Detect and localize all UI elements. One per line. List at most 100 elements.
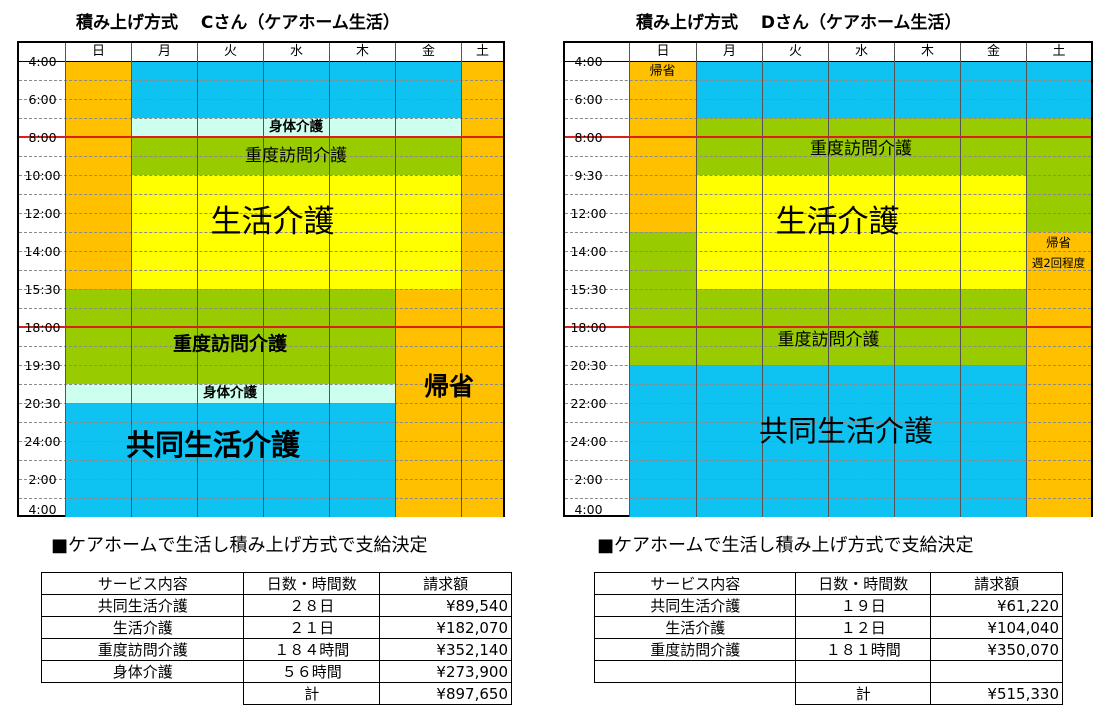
cell-quantity [795, 660, 932, 683]
header-quantity: 日数・時間数 [243, 572, 381, 595]
grid-vline [894, 43, 895, 517]
time-label: 8:00 [28, 130, 57, 145]
grid-hline [19, 194, 503, 195]
time-label: 24:00 [570, 434, 607, 449]
left-schedule-title: 積み上げ方式 Cさん（ケアホーム生活） [76, 13, 400, 33]
time-label: 20:30 [24, 396, 61, 411]
blank-cell [595, 683, 796, 705]
label-kisei-sun: 帰省 [649, 64, 676, 79]
label-seikatsu: 生活介護 [210, 204, 335, 240]
grid-vline [828, 43, 829, 517]
time-label: 6:00 [28, 92, 57, 107]
grid-hline [19, 80, 503, 81]
label-judo-evening: 重度訪問介護 [172, 333, 287, 355]
day-header-sun: 日 [65, 43, 131, 61]
label-kyodo: 共同生活介護 [758, 414, 933, 448]
left-schedule-grid: 日 月 火 水 木 金 土 4:00 6:00 8:00 10:00 12:00… [17, 41, 505, 517]
grid-hline [19, 213, 503, 214]
time-label: 22:00 [570, 396, 607, 411]
header-quantity: 日数・時間数 [795, 572, 932, 595]
day-header-wed: 水 [828, 43, 894, 61]
cell-service: 生活介護 [593, 616, 797, 639]
grid-vline [395, 43, 396, 517]
cell-quantity: ２８日 [243, 594, 381, 617]
header-divider [19, 61, 503, 62]
time-label: 9:30 [574, 168, 603, 183]
label-kisei-sat: 帰省 [1045, 235, 1071, 250]
table-row: 重度訪問介護 １８４時間 ¥352,140 [40, 638, 512, 661]
grid-hline [19, 460, 503, 461]
label-kyodo: 共同生活介護 [125, 428, 300, 462]
grid-hline [19, 156, 503, 157]
grid-hline [19, 175, 503, 176]
header-service: サービス内容 [593, 572, 797, 595]
time-label: 14:00 [570, 244, 607, 259]
cell-amount: ¥182,070 [379, 616, 512, 639]
cell-amount: ¥352,140 [379, 638, 512, 661]
left-billing-table: サービス内容 日数・時間数 請求額 共同生活介護 ２８日 ¥89,540 生活介… [40, 572, 512, 705]
band-judo-evening [65, 289, 395, 384]
cell-amount: ¥89,540 [379, 594, 512, 617]
day-header-mon: 月 [131, 43, 197, 61]
time-label: 4:00 [28, 54, 57, 69]
band-sun-green [629, 232, 696, 365]
day-header-tue: 火 [762, 43, 828, 61]
header-amount: 請求額 [930, 572, 1063, 595]
grid-hline [19, 232, 503, 233]
table-header-row: サービス内容 日数・時間数 請求額 [40, 572, 512, 595]
cell-amount: ¥350,070 [930, 638, 1063, 661]
grid-hline [19, 365, 503, 366]
grid-hline [19, 118, 503, 119]
table-total-row: 計 ¥897,650 [42, 682, 512, 705]
grid-hline [19, 498, 503, 499]
band-morning-blue [696, 61, 1091, 118]
time-label: 15:30 [24, 282, 61, 297]
cell-quantity: １９日 [795, 594, 932, 617]
time-label: 2:00 [574, 472, 603, 487]
cell-service [593, 660, 797, 683]
cell-quantity: ２１日 [243, 616, 381, 639]
time-label: 14:00 [24, 244, 61, 259]
grid-vline [197, 43, 198, 517]
right-schedule-grid: 日 月 火 水 木 金 土 4:00 6:00 8:00 9:30 12:00 … [563, 41, 1093, 517]
grid-hline [19, 270, 503, 271]
table-row: 共同生活介護 １９日 ¥61,220 [593, 594, 1063, 617]
total-label: 計 [795, 682, 932, 705]
day-header-sat: 土 [461, 43, 503, 61]
total-label: 計 [243, 682, 381, 705]
cell-quantity: １８１時間 [795, 638, 932, 661]
time-label: 4:00 [574, 54, 603, 69]
cell-service: 共同生活介護 [593, 594, 797, 617]
label-shintai-evening: 身体介護 [203, 385, 257, 401]
grid-hline [19, 384, 503, 385]
time-marker-line [19, 136, 503, 138]
table-total-row: 計 ¥515,330 [595, 682, 1063, 705]
label-kisei-sat-note: 週2回程度 [1031, 256, 1086, 270]
band-weekday-morning-blue [131, 61, 461, 118]
grid-vline [263, 43, 264, 517]
total-value: ¥515,330 [930, 682, 1063, 705]
grid-vline [329, 43, 330, 517]
grid-hline [19, 479, 503, 480]
time-label: 6:00 [574, 92, 603, 107]
grid-vline [131, 43, 132, 517]
table-row [593, 660, 1063, 683]
cell-service: 共同生活介護 [40, 594, 245, 617]
cell-service: 身体介護 [40, 660, 245, 683]
band-sun-orange [629, 61, 696, 232]
cell-quantity: ５６時間 [243, 660, 381, 683]
right-schedule-title: 積み上げ方式 Dさん（ケアホーム生活） [636, 13, 962, 33]
time-label: 2:00 [28, 472, 57, 487]
day-header-mon: 月 [696, 43, 762, 61]
time-label: 20:30 [570, 358, 607, 373]
band-sat-orange [1026, 232, 1091, 517]
time-marker-line [565, 136, 1091, 138]
day-header-sat: 土 [1026, 43, 1091, 61]
left-section-heading: ■ケアホームで生活し積み上げ方式で支給決定 [51, 535, 428, 556]
time-label: 18:00 [24, 320, 61, 335]
cell-service: 重度訪問介護 [40, 638, 245, 661]
table-row: 生活介護 １２日 ¥104,040 [593, 616, 1063, 639]
cell-amount [930, 660, 1063, 683]
day-header-thu: 木 [329, 43, 395, 61]
label-judo-evening: 重度訪問介護 [777, 330, 880, 350]
